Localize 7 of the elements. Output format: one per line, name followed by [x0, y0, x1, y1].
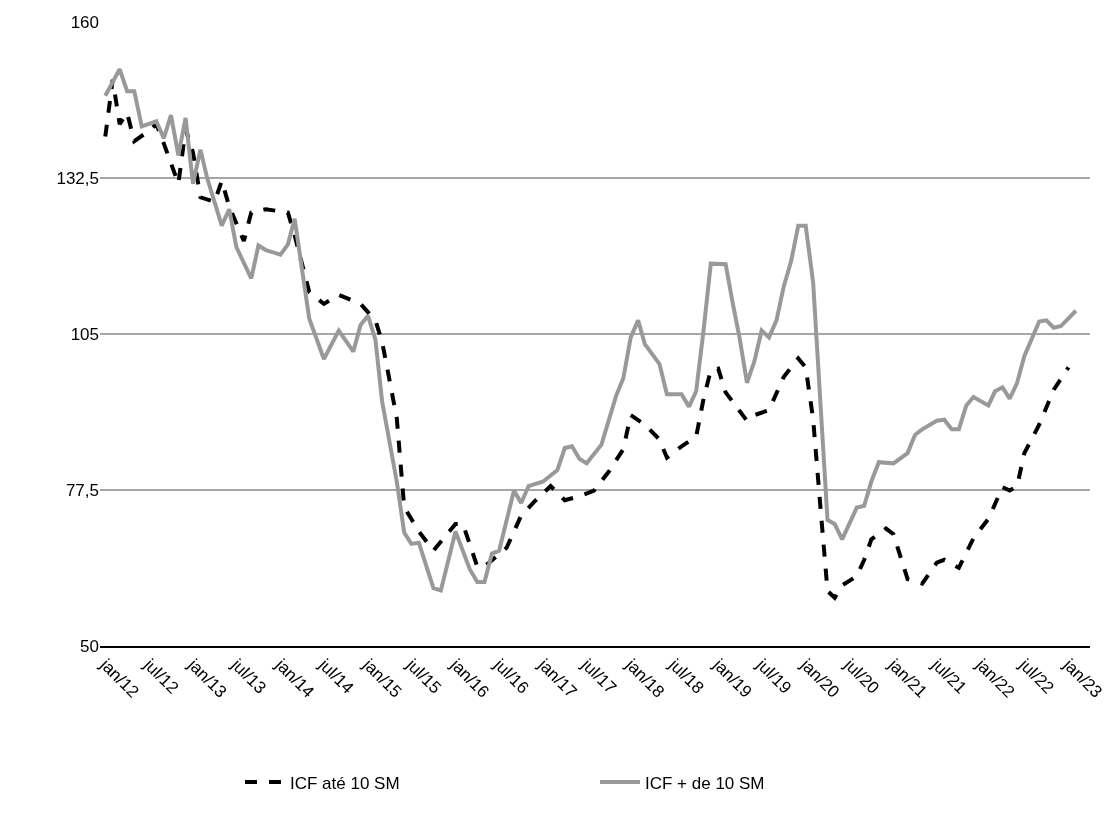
y-tick-label: 132,5	[56, 168, 99, 188]
legend-label: ICF até 10 SM	[290, 773, 400, 793]
y-tick-label: 50	[80, 636, 99, 656]
y-tick-label: 105	[70, 324, 99, 344]
y-tick-label: 77,5	[65, 480, 99, 500]
y-tick-label: 160	[70, 12, 99, 32]
legend-label: ICF + de 10 SM	[645, 773, 765, 793]
